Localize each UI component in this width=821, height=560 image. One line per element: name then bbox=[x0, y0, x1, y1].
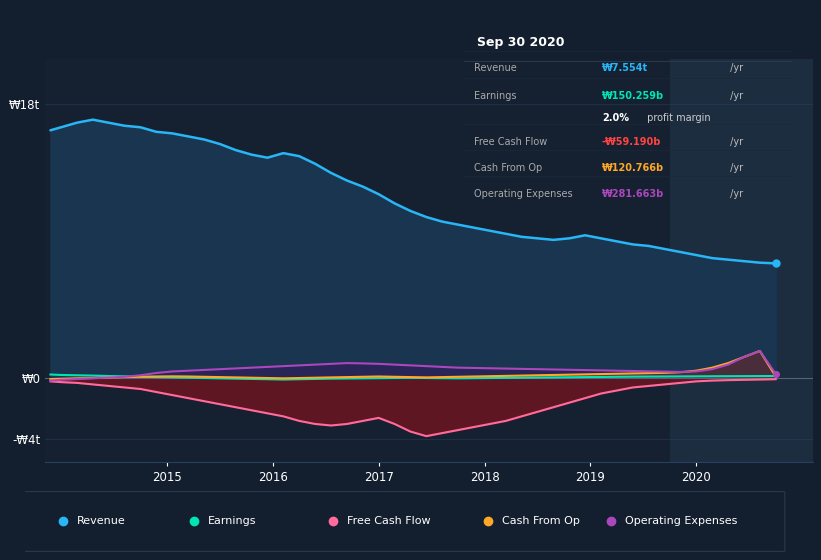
Text: Earnings: Earnings bbox=[474, 91, 516, 101]
Text: /yr: /yr bbox=[727, 163, 743, 173]
Text: Free Cash Flow: Free Cash Flow bbox=[474, 137, 547, 147]
Text: Operating Expenses: Operating Expenses bbox=[625, 516, 737, 526]
Text: Operating Expenses: Operating Expenses bbox=[474, 189, 572, 199]
Text: /yr: /yr bbox=[727, 91, 743, 101]
Text: 2.0%: 2.0% bbox=[602, 113, 629, 123]
Text: /yr: /yr bbox=[727, 63, 743, 73]
Text: ₩7.554t: ₩7.554t bbox=[602, 63, 648, 73]
Text: profit margin: profit margin bbox=[644, 113, 711, 123]
Text: ₩281.663b: ₩281.663b bbox=[602, 189, 664, 199]
Text: Free Cash Flow: Free Cash Flow bbox=[347, 516, 431, 526]
Text: Cash From Op: Cash From Op bbox=[474, 163, 542, 173]
Text: /yr: /yr bbox=[727, 137, 743, 147]
Bar bbox=[670, 59, 813, 462]
FancyBboxPatch shape bbox=[21, 492, 785, 552]
Text: ₩150.259b: ₩150.259b bbox=[602, 91, 664, 101]
Text: /yr: /yr bbox=[727, 189, 743, 199]
Text: Cash From Op: Cash From Op bbox=[502, 516, 580, 526]
Text: Revenue: Revenue bbox=[474, 63, 516, 73]
Text: -₩59.190b: -₩59.190b bbox=[602, 137, 661, 147]
Text: Revenue: Revenue bbox=[77, 516, 126, 526]
Text: Earnings: Earnings bbox=[209, 516, 257, 526]
Text: Sep 30 2020: Sep 30 2020 bbox=[477, 36, 565, 49]
Text: ₩120.766b: ₩120.766b bbox=[602, 163, 664, 173]
